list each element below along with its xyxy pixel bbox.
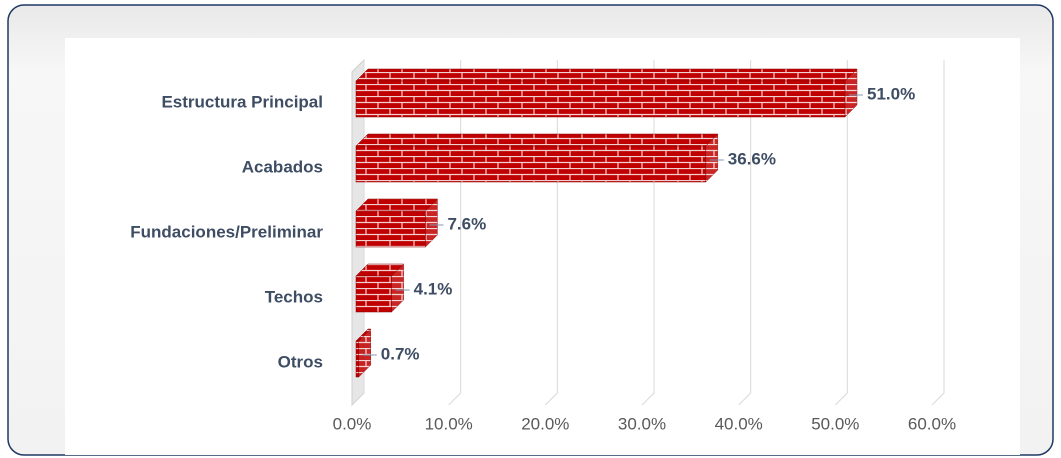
bar (355, 340, 360, 378)
bar-top (355, 198, 439, 212)
value-label: 0.7% (381, 344, 420, 363)
category-label: Estructura Principal (161, 92, 323, 111)
bar (355, 145, 707, 183)
value-label: 51.0% (867, 84, 915, 103)
x-tick-label: 50.0% (811, 414, 859, 433)
x-tick-label: 10.0% (425, 414, 473, 433)
x-tick-label: 30.0% (618, 414, 666, 433)
category-label: Techos (265, 287, 323, 306)
category-label: Otros (278, 352, 323, 371)
value-label: 4.1% (414, 279, 453, 298)
x-tick-label: 60.0% (908, 414, 956, 433)
value-label: 7.6% (447, 214, 486, 233)
category-label: Acabados (242, 157, 323, 176)
value-label: 36.6% (728, 149, 776, 168)
grid-line (738, 60, 752, 406)
category-label: Fundaciones/Preliminar (130, 222, 323, 241)
bar (355, 210, 426, 248)
grid-line (931, 60, 945, 406)
bar-top (355, 133, 719, 147)
bar (355, 80, 846, 118)
x-tick-label: 40.0% (715, 414, 763, 433)
grid-line (834, 60, 848, 406)
x-tick-label: 0.0% (333, 414, 372, 433)
x-tick-label: 20.0% (521, 414, 569, 433)
bar (355, 275, 392, 313)
bar-top (355, 68, 858, 82)
